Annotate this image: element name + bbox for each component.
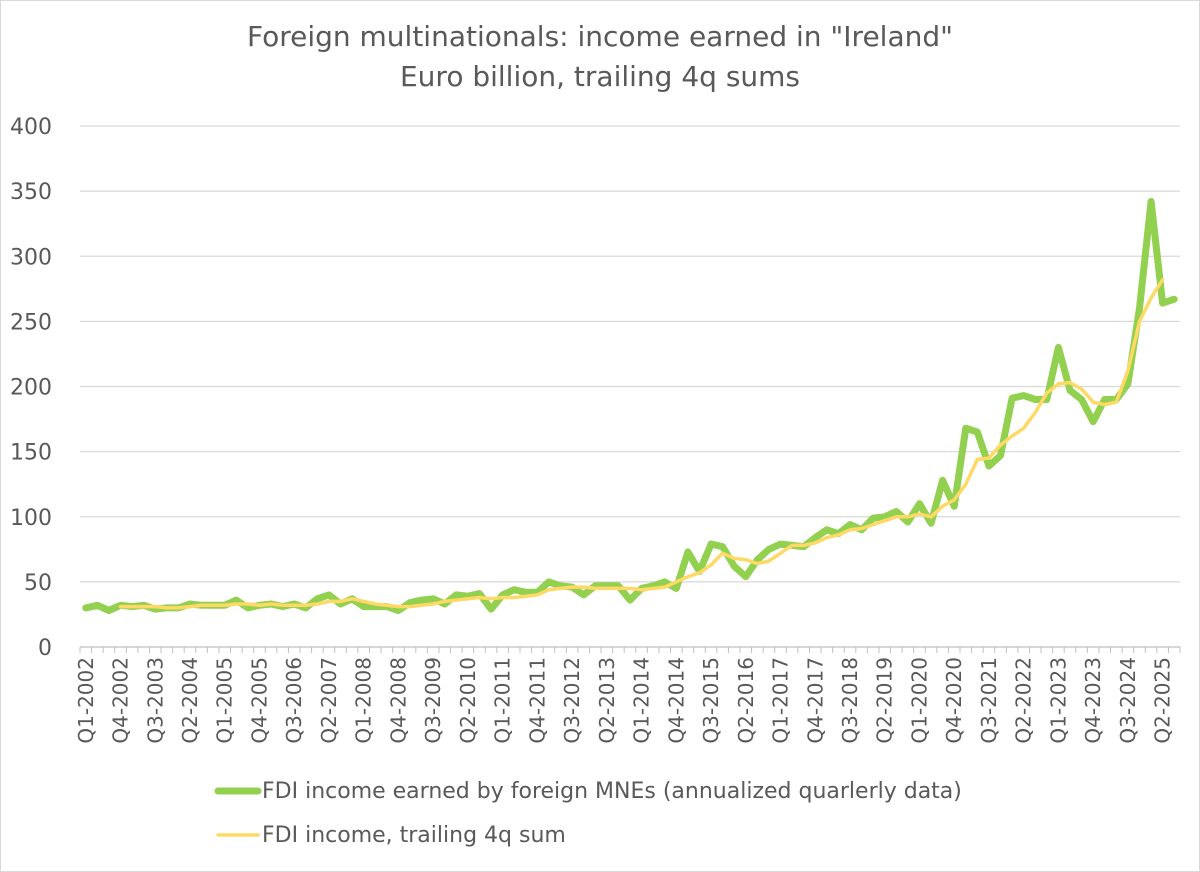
legend: FDI income earned by foreign MNEs (annua… <box>214 779 962 848</box>
x-tick-label: Q4-2023 <box>1081 657 1105 744</box>
series-1 <box>82 198 1178 614</box>
x-tick-label: Q2-2022 <box>1012 657 1036 744</box>
legend-label: FDI income, trailing 4q sum <box>262 823 566 848</box>
x-tick-label: Q2-2010 <box>456 657 480 744</box>
x-tick-label: Q1-2008 <box>352 657 376 744</box>
y-tick-label: 150 <box>10 441 52 466</box>
y-tick-label: 250 <box>10 310 52 335</box>
x-tick-label: Q1-2002 <box>74 657 98 744</box>
x-tick-label: Q3-2024 <box>1116 657 1140 744</box>
x-tick-label: Q2-2019 <box>873 657 897 744</box>
x-tick-label: Q4-2011 <box>525 657 549 744</box>
x-tick-label: Q1-2005 <box>213 657 237 744</box>
x-tick-label: Q2-2007 <box>317 657 341 744</box>
y-tick-label: 300 <box>10 245 52 270</box>
x-tick-label: Q3-2018 <box>838 657 862 744</box>
x-tick-label: Q1-2011 <box>491 657 515 744</box>
y-tick-label: 400 <box>10 115 52 140</box>
x-tick-label: Q1-2014 <box>630 657 654 744</box>
x-tick-label: Q3-2015 <box>699 657 723 744</box>
x-tick-label: Q3-2006 <box>282 657 306 744</box>
x-tick-label: Q4-2008 <box>386 657 410 744</box>
x-tick-label: Q1-2020 <box>907 657 931 744</box>
x-tick-label: Q4-2005 <box>247 657 271 744</box>
x-tick-label: Q3-2003 <box>143 657 167 744</box>
x-tick-label: Q3-2012 <box>560 657 584 744</box>
series-line <box>82 198 1178 614</box>
x-tick-label: Q1-2017 <box>769 657 793 744</box>
y-tick-label: 350 <box>10 180 52 205</box>
x-axis <box>79 646 1181 653</box>
gridlines <box>80 125 1180 583</box>
x-tick-label: Q3-2009 <box>421 657 445 744</box>
chart-subtitle: Euro billion, trailing 4q sums <box>400 60 800 93</box>
x-tick-label: Q4-2002 <box>109 657 133 744</box>
x-tick-label: Q4-2014 <box>664 657 688 744</box>
x-tick-label: Q4-2017 <box>803 657 827 744</box>
series-lines <box>82 198 1178 614</box>
x-tick-label: Q2-2016 <box>734 657 758 744</box>
y-tick-label: 200 <box>10 376 52 401</box>
y-tick-label: 0 <box>38 636 52 661</box>
y-tick-label: 50 <box>24 571 52 596</box>
y-tick-label: 100 <box>10 506 52 531</box>
x-tick-label: Q4-2020 <box>942 657 966 744</box>
y-axis-ticks: 0 50 100 150 200 250 300 350 400 <box>10 115 52 661</box>
x-tick-label: Q2-2013 <box>595 657 619 744</box>
series-line <box>118 277 1165 610</box>
x-tick-label: Q2-2004 <box>178 657 202 744</box>
x-tick-label: Q3-2021 <box>977 657 1001 744</box>
chart-title: Foreign multinationals: income earned in… <box>247 20 953 53</box>
x-tick-label: Q1-2023 <box>1046 657 1070 744</box>
series-2 <box>118 277 1165 610</box>
x-axis-ticks: Q1-2002 Q4-2002 Q3-2003 Q2-2004 Q1-2005 Q4-20… <box>74 657 1175 744</box>
x-tick-label: Q2-2025 <box>1151 657 1175 744</box>
legend-label: FDI income earned by foreign MNEs (annua… <box>262 779 962 804</box>
